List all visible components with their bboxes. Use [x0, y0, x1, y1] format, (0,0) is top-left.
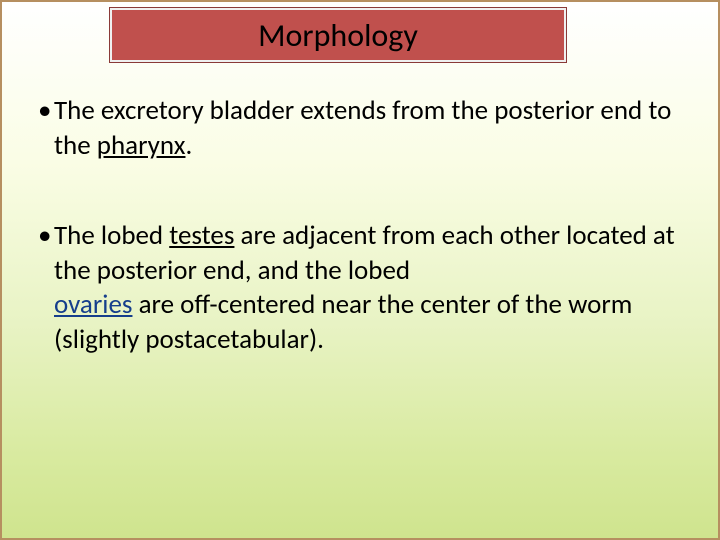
- underlined-term: pharynx: [97, 129, 186, 162]
- underlined-term: testes: [169, 219, 234, 252]
- title-box: Morphology: [110, 8, 566, 62]
- hyperlink-term[interactable]: ovaries: [54, 288, 132, 321]
- slide-title: Morphology: [258, 16, 418, 55]
- bullet-body: The lobed testes are adjacent from each …: [54, 219, 684, 357]
- slide: Morphology The excretory bladder extends…: [0, 0, 720, 540]
- text-run: are off-centered near the center of the …: [54, 288, 632, 356]
- bullet-item: The excretory bladder extends from the p…: [36, 94, 684, 163]
- text-run: .: [185, 129, 192, 162]
- slide-content: The excretory bladder extends from the p…: [36, 94, 684, 413]
- bullet-item: The lobed testes are adjacent from each …: [36, 219, 684, 357]
- text-run: The lobed: [54, 219, 169, 252]
- bullet-body: The excretory bladder extends from the p…: [54, 94, 684, 163]
